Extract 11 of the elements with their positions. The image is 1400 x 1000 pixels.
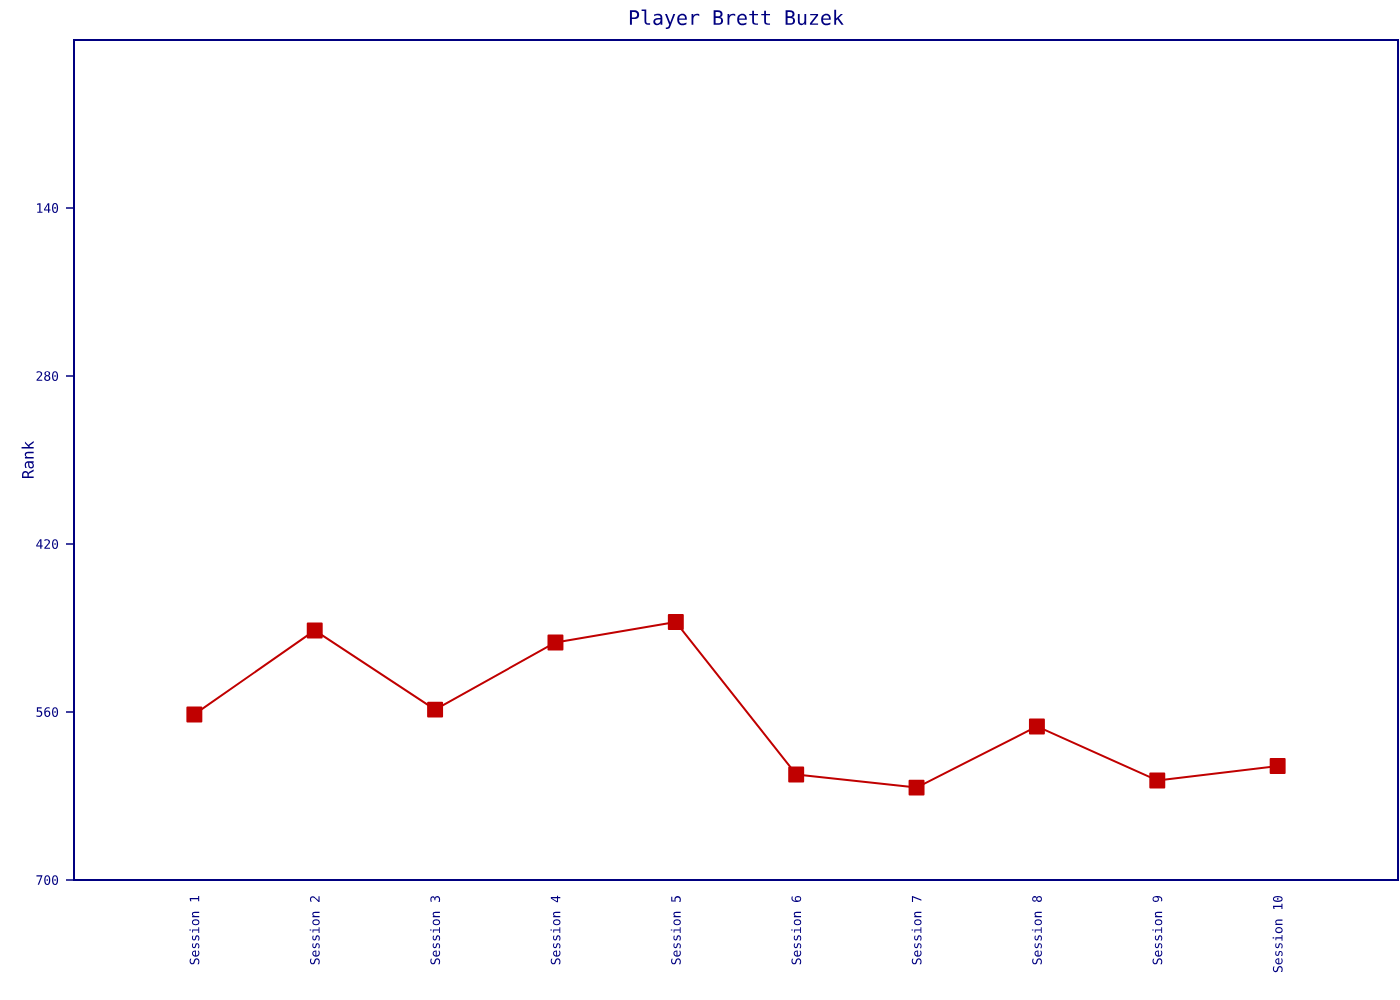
point xyxy=(1269,758,1286,774)
point xyxy=(1149,772,1166,789)
point xyxy=(1028,718,1045,735)
point xyxy=(306,622,323,639)
point xyxy=(186,706,203,723)
point xyxy=(908,779,925,796)
point xyxy=(788,766,805,783)
point xyxy=(667,614,684,630)
point xyxy=(427,701,444,718)
point xyxy=(547,634,564,651)
chart-title: Player Brett Buzek xyxy=(629,9,844,30)
